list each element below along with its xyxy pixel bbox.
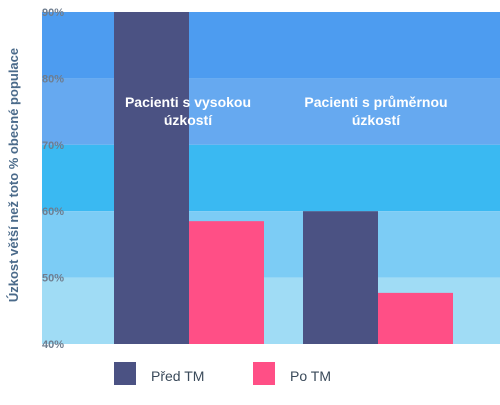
bars xyxy=(114,12,453,344)
bar-after-1 xyxy=(189,221,264,344)
background-band xyxy=(42,211,500,278)
category-label-line: Pacienti s vysokou xyxy=(125,94,251,110)
y-tick-label: 70% xyxy=(42,140,64,152)
background-band xyxy=(42,12,500,79)
category-label-line: úzkostí xyxy=(352,112,401,128)
bar-before-2 xyxy=(303,211,378,344)
legend-swatch xyxy=(253,362,275,385)
y-tick-label: 50% xyxy=(42,273,64,285)
y-axis-ticks: 40% 50% 60% 70% 80% 90% xyxy=(42,7,64,351)
legend-label: Po TM xyxy=(290,368,331,384)
legend: Před TM Po TM xyxy=(114,362,331,385)
y-tick-label: 40% xyxy=(42,339,64,351)
bar-after-2 xyxy=(378,292,453,344)
y-tick-label: 60% xyxy=(42,206,64,218)
y-axis-label: Úzkost větší než toto % obecné populace xyxy=(6,48,21,302)
legend-swatch xyxy=(114,362,136,385)
y-tick-label: 80% xyxy=(42,73,64,85)
category-labels: Pacienti s vysokou úzkostí Pacienti s prům… xyxy=(125,94,448,128)
background-band xyxy=(42,144,500,212)
y-tick-label: 90% xyxy=(42,7,64,19)
bar-before-1 xyxy=(114,12,189,344)
category-label-line: Pacienti s průměrnou xyxy=(304,94,447,110)
background-band xyxy=(42,78,500,145)
category-label-line: úzkostí xyxy=(164,112,213,128)
legend-label: Před TM xyxy=(151,368,204,384)
